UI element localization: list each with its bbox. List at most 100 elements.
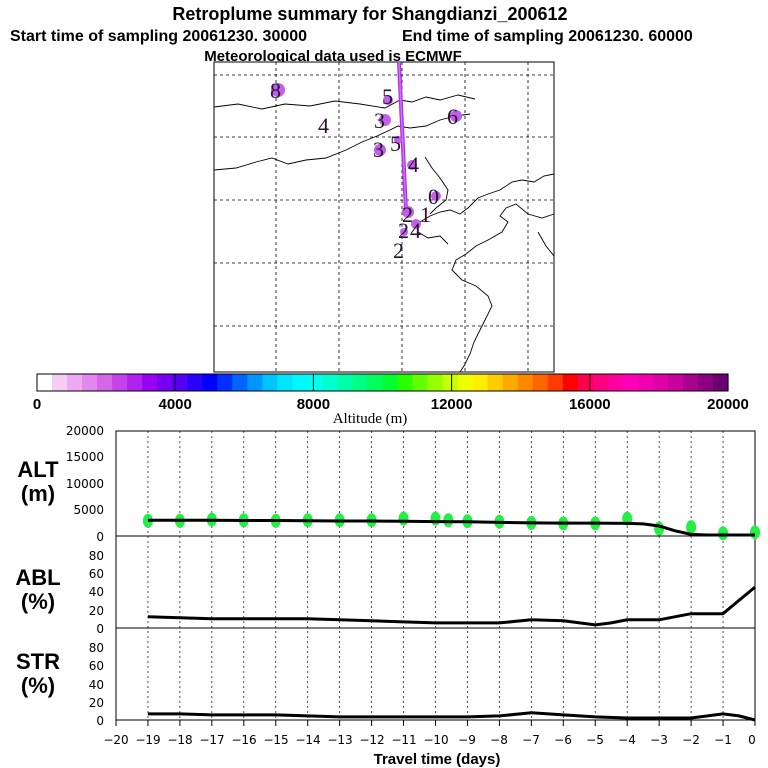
colorbar-cell bbox=[592, 374, 609, 391]
plume-label: 3 bbox=[373, 137, 384, 162]
y-tick-label: 40 bbox=[89, 678, 104, 692]
end-time-label: End time of sampling 20061230. 60000 bbox=[402, 28, 693, 45]
x-tick-label: −18 bbox=[167, 733, 192, 747]
colorbar-cell bbox=[622, 374, 639, 391]
colorbar-cell bbox=[442, 374, 459, 391]
x-tick-label: −17 bbox=[199, 733, 224, 747]
y-tick-label: 5000 bbox=[73, 503, 104, 517]
colorbar-cell bbox=[217, 374, 233, 391]
x-tick-label: −12 bbox=[359, 733, 384, 747]
colorbar-tick-label: 0 bbox=[33, 396, 41, 413]
str-panel-units: (%) bbox=[21, 673, 55, 698]
colorbar-cell bbox=[262, 374, 278, 391]
x-tick-label: −19 bbox=[135, 733, 160, 747]
colorbar-cell bbox=[667, 374, 684, 391]
border-east bbox=[424, 156, 449, 215]
alt-scatter-point bbox=[654, 521, 665, 536]
colorbar-cell bbox=[532, 374, 549, 391]
x-tick-label: −11 bbox=[391, 733, 416, 747]
colorbar-cell bbox=[277, 374, 293, 391]
x-tick-label: −8 bbox=[490, 733, 508, 747]
x-tick-labels: −20 −19 −18 −17 −16 −15 −14 −13 −12 −11 … bbox=[103, 733, 755, 747]
y-tick-label: 60 bbox=[89, 567, 104, 581]
colorbar-cell bbox=[97, 374, 113, 391]
colorbar-cell bbox=[52, 374, 68, 391]
colorbar-cell bbox=[502, 374, 519, 391]
coast-peninsula bbox=[451, 203, 555, 373]
plume-label: 4 bbox=[410, 218, 421, 243]
plume-label: 4 bbox=[408, 152, 419, 177]
colorbar-cell bbox=[352, 374, 369, 391]
x-tick-label: −3 bbox=[650, 733, 668, 747]
x-tick-label: −15 bbox=[263, 733, 288, 747]
plume-label: 1 bbox=[420, 202, 431, 227]
start-time-label: Start time of sampling 20061230. 30000 bbox=[10, 28, 307, 45]
colorbar-title: Altitude (m) bbox=[333, 411, 408, 427]
alt-scatter-point bbox=[398, 511, 409, 526]
border-central bbox=[213, 113, 471, 171]
colorbar-cell bbox=[472, 374, 489, 391]
met-data-label: Meteorological data used is ECMWF bbox=[204, 48, 462, 65]
border-north bbox=[213, 94, 476, 110]
colorbar-ticks: 0 4000 8000 12000 16000 20000 bbox=[33, 374, 749, 413]
colorbar-cell bbox=[562, 374, 579, 391]
y-tick-label: 0 bbox=[96, 530, 104, 544]
colorbar-cell bbox=[697, 374, 714, 391]
colorbar-cell bbox=[292, 374, 308, 391]
plume-label: 4 bbox=[318, 113, 329, 138]
y-tick-label: 80 bbox=[89, 641, 104, 655]
alt-scatter-point bbox=[430, 511, 441, 526]
x-tick-label: 0 bbox=[748, 733, 756, 747]
map-gridlines bbox=[214, 62, 554, 372]
border-inner-2 bbox=[537, 231, 555, 257]
plume-cluster-labels: 8 4 3 5 6 3 5 4 1 0 2 2 4 2 bbox=[270, 78, 458, 263]
plume-markers bbox=[271, 83, 462, 236]
colorbar-cell bbox=[457, 374, 474, 391]
colorbar-cell bbox=[652, 374, 669, 391]
vertical-gridlines bbox=[147, 431, 724, 720]
plume-label: 8 bbox=[270, 78, 281, 103]
y-tick-label: 20 bbox=[89, 604, 104, 618]
alt-scatter-point bbox=[686, 520, 697, 535]
coast-bohai bbox=[419, 173, 555, 223]
colorbar-cell bbox=[82, 374, 98, 391]
colorbar-cell bbox=[382, 374, 399, 391]
x-tick-label: −14 bbox=[295, 733, 320, 747]
x-tick-label: −7 bbox=[522, 733, 540, 747]
colorbar-cell bbox=[682, 374, 699, 391]
colorbar-cell bbox=[577, 374, 594, 391]
colorbar-cell bbox=[307, 374, 324, 391]
colorbar-cell bbox=[637, 374, 654, 391]
colorbar-cell bbox=[412, 374, 429, 391]
alt-scatter bbox=[142, 511, 760, 541]
y-tick-label: 0 bbox=[96, 714, 104, 728]
colorbar-cell bbox=[322, 374, 339, 391]
alt-panel-units: (m) bbox=[21, 481, 55, 506]
x-axis-ticks bbox=[115, 720, 756, 726]
x-tick-label: −10 bbox=[423, 733, 448, 747]
str-y-ticks: 80 60 40 20 0 bbox=[89, 641, 104, 728]
x-axis-title: Travel time (days) bbox=[374, 751, 501, 768]
y-tick-label: 10000 bbox=[66, 477, 104, 491]
x-tick-label: −16 bbox=[231, 733, 256, 747]
colorbar-tick-label: 12000 bbox=[431, 396, 473, 413]
abl-panel-units: (%) bbox=[21, 589, 55, 614]
x-tick-label: −4 bbox=[618, 733, 636, 747]
map-panel: 8 4 3 5 6 3 5 4 1 0 2 2 4 2 bbox=[213, 61, 555, 373]
colorbar-cell bbox=[517, 374, 534, 391]
plume-label: 0 bbox=[428, 184, 439, 209]
alt-mean-line bbox=[147, 518, 755, 537]
border-inner-1 bbox=[417, 231, 449, 245]
plume-label: 2 bbox=[402, 202, 413, 227]
colorbar-cell bbox=[607, 374, 624, 391]
colorbar-cell bbox=[67, 374, 83, 391]
y-tick-label: 40 bbox=[89, 585, 104, 599]
str-panel-label: STR bbox=[16, 649, 60, 674]
colorbar-cell bbox=[712, 374, 729, 391]
colorbar-cell bbox=[202, 374, 218, 391]
y-tick-label: 0 bbox=[96, 622, 104, 636]
abl-panel-label: ABL bbox=[15, 565, 60, 590]
colorbar-cell bbox=[547, 374, 564, 391]
y-tick-label: 20000 bbox=[66, 424, 104, 438]
